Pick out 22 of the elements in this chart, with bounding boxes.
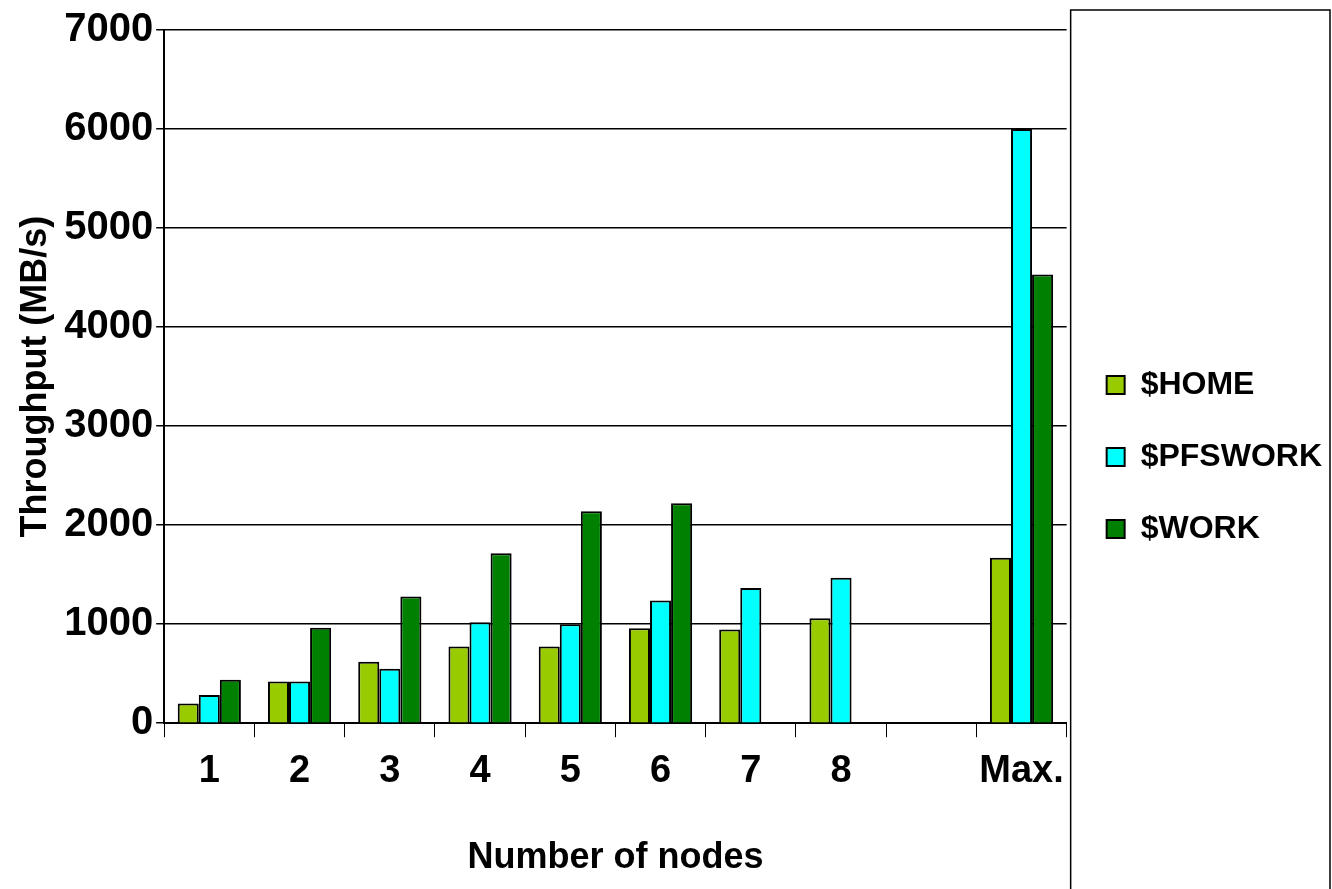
y-tick-label: 1000 xyxy=(64,599,154,644)
x-tick-label: 1 xyxy=(198,748,220,791)
y-tick-label: 2000 xyxy=(64,500,154,545)
y-tick-label: 3000 xyxy=(64,401,154,446)
y-tick-label: 6000 xyxy=(64,104,154,149)
x-tick-label: 5 xyxy=(559,748,581,791)
x-tick-label: 2 xyxy=(288,748,311,791)
y-axis-title: Throughput (MB/s) xyxy=(12,215,54,538)
legend-label: $HOME xyxy=(1140,364,1255,401)
y-tick-label: 5000 xyxy=(64,203,154,248)
x-tick-label: 6 xyxy=(649,748,672,791)
x-tick-label: 3 xyxy=(379,748,401,791)
y-tick-label: 0 xyxy=(130,698,154,743)
legend-label: $PFSWORK xyxy=(1140,436,1322,473)
x-tick-label: 4 xyxy=(469,748,491,791)
legend-label: $WORK xyxy=(1140,508,1260,545)
y-tick-label: 4000 xyxy=(64,302,154,347)
x-tick-label: Max. xyxy=(979,748,1064,791)
x-tick-label: 8 xyxy=(830,748,852,791)
x-tick-label: 7 xyxy=(740,748,762,791)
y-tick-label: 7000 xyxy=(64,5,154,50)
x-axis-title: Number of nodes xyxy=(467,835,764,877)
